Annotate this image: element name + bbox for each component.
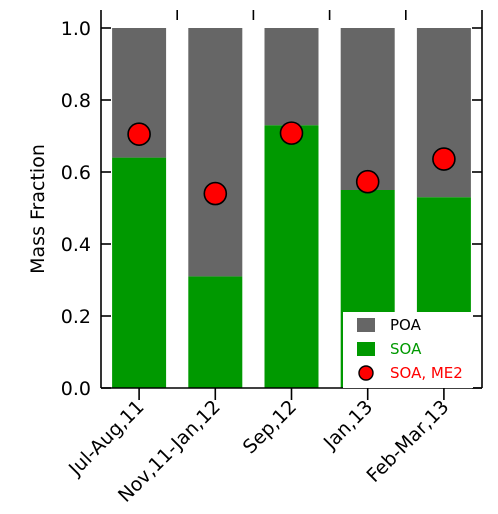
marker-soa-me2-3 [279, 121, 304, 145]
y-tick-label-3: 0.6 [61, 162, 91, 184]
y-tick-label-2: 0.4 [61, 234, 91, 256]
legend-symbol-2 [357, 342, 375, 356]
y-tick-label-5: 1.0 [61, 18, 91, 40]
bar-poa-5 [416, 28, 471, 198]
bar-poa-4 [340, 28, 395, 190]
marker-soa-me2-1 [127, 122, 151, 146]
y-tick-label-1: 0.2 [61, 306, 91, 328]
bar-poa-3 [264, 28, 319, 126]
legend-symbol-1 [357, 318, 375, 332]
x-tick-label-1: Jul-Aug,11 [64, 396, 149, 481]
legend-label-2: SOA [390, 340, 422, 358]
bar-soa-2 [188, 276, 243, 388]
bar-soa-3 [264, 125, 319, 388]
y-axis-title: Mass Fraction [27, 144, 49, 274]
legend-label-3: SOA, ME2 [390, 364, 463, 382]
marker-soa-me2-5 [432, 147, 456, 171]
markers-group [127, 121, 456, 206]
y-tick-label-0: 0.0 [61, 378, 91, 400]
marker-soa-me2-2 [203, 181, 228, 206]
legend-symbol-3 [358, 365, 374, 381]
x-tick-label-5: Feb-Mar,13 [363, 396, 454, 487]
x-tick-label-3: Sep,12 [239, 396, 301, 458]
bar-poa-2 [188, 28, 243, 277]
legend: POA SOA SOA, ME2 [343, 312, 473, 388]
bar-soa-1 [112, 157, 167, 388]
y-tick-label-4: 0.8 [61, 90, 91, 112]
marker-soa-me2-4 [355, 169, 380, 194]
x-tick-label-4: Jan,13 [319, 396, 377, 454]
legend-label-1: POA [390, 316, 422, 334]
